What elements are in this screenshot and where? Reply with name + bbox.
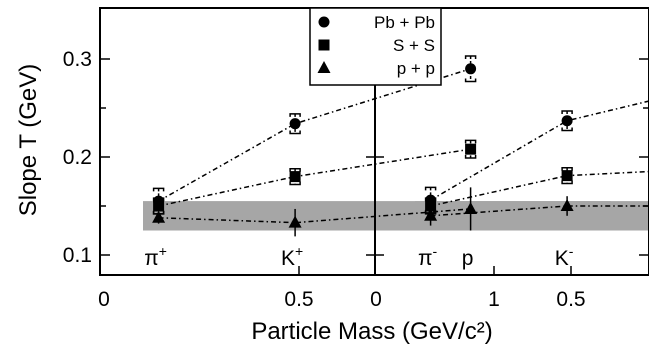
particle-label: π+ xyxy=(144,243,167,270)
data-point-triangle xyxy=(288,215,302,228)
particle-label: K+ xyxy=(281,243,303,270)
x-tick-label: 0 xyxy=(98,288,110,311)
x-axis-title: Particle Mass (GeV/c²) xyxy=(251,318,492,345)
data-point-square xyxy=(153,200,165,212)
legend-label: Pb + Pb xyxy=(374,13,435,32)
data-point-circle xyxy=(289,118,301,130)
y-tick-label: 0.1 xyxy=(63,244,92,267)
data-point-triangle xyxy=(424,208,438,221)
data-point-circle xyxy=(465,63,477,75)
data-point-square xyxy=(289,171,301,183)
particle-charge: - xyxy=(433,243,438,259)
particle-label: K- xyxy=(555,243,574,270)
data-point-triangle xyxy=(464,201,478,214)
particle-label: p xyxy=(462,247,474,270)
series-line-circle xyxy=(430,100,649,201)
particle-charge: - xyxy=(569,243,574,259)
legend-marker-triangle xyxy=(317,61,331,73)
x-tick-label: 0.5 xyxy=(556,288,585,311)
panel-frame-2 xyxy=(374,7,649,276)
data-point-triangle xyxy=(560,199,574,211)
legend-marker-circle xyxy=(318,16,330,28)
data-point-circle xyxy=(561,115,573,127)
data-point-square xyxy=(465,143,477,155)
y-tick-label: 0.2 xyxy=(63,146,92,169)
series-line-square xyxy=(430,170,649,207)
x-tick-label: 1 xyxy=(488,288,500,311)
legend-label: S + S xyxy=(393,36,435,55)
series-line-circle xyxy=(158,68,471,202)
series-line-triangle xyxy=(158,208,471,224)
x-tick-label: 0.5 xyxy=(284,288,313,311)
particle-label: π- xyxy=(418,243,438,270)
x-tick-label: 0 xyxy=(370,288,382,311)
series-line-square xyxy=(158,148,471,207)
legend-box xyxy=(309,7,442,86)
y-tick-label: 0.3 xyxy=(63,48,92,71)
y-axis-title: Slope T (GeV) xyxy=(15,64,42,217)
legend-label: p + p xyxy=(397,59,435,78)
legend-marker-square xyxy=(318,39,330,51)
series-line-triangle xyxy=(430,205,649,217)
data-point-square xyxy=(561,170,573,182)
particle-charge: + xyxy=(295,243,303,259)
data-point-triangle xyxy=(152,210,166,223)
particle-charge: + xyxy=(159,243,167,259)
